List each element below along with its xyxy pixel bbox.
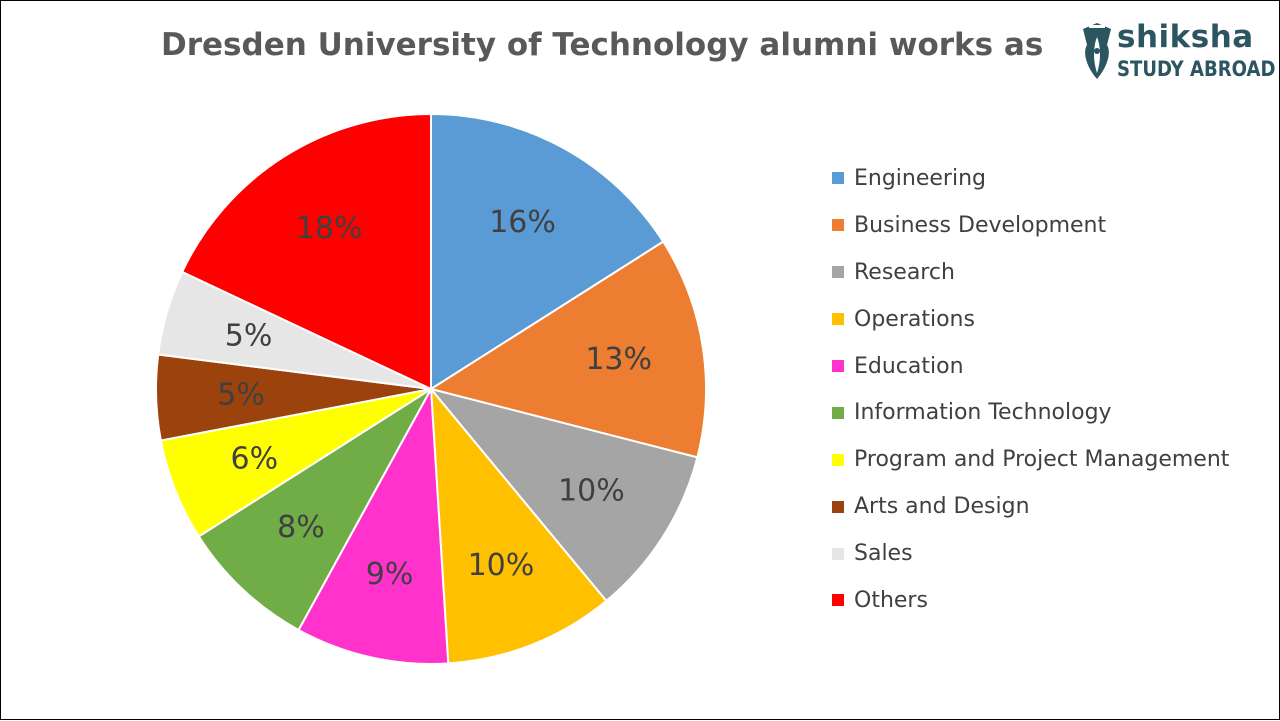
- legend-label: Information Technology: [854, 400, 1112, 426]
- logo-subtitle: STUDY ABROAD: [1117, 57, 1276, 81]
- legend-swatch: [832, 547, 844, 560]
- pie-slice-information-technology: [197, 388, 432, 632]
- pen-nib-icon: [1083, 23, 1111, 79]
- legend-swatch: [832, 219, 844, 232]
- slice-label-engineering: 16%: [489, 205, 556, 240]
- slice-label-others: 18%: [296, 211, 363, 246]
- legend-label: Arts and Design: [854, 494, 1030, 520]
- pie-slice-education: [297, 385, 450, 665]
- legend-swatch: [832, 266, 844, 279]
- legend-label: Program and Project Management: [854, 447, 1230, 473]
- shiksha-logo: shiksha STUDY ABROAD: [1079, 19, 1276, 85]
- slice-label-education: 9%: [366, 557, 414, 592]
- slice-label-arts-and-design: 5%: [217, 377, 265, 412]
- legend-swatch: [832, 313, 844, 326]
- legend-item-business-development: Business Development: [832, 202, 1229, 249]
- legend-item-education: Education: [832, 343, 1229, 390]
- legend-label: Research: [854, 259, 955, 285]
- slice-label-sales: 5%: [225, 318, 273, 353]
- legend-item-engineering: Engineering: [832, 155, 1229, 202]
- legend-swatch: [832, 406, 844, 419]
- legend-label: Engineering: [854, 165, 986, 191]
- legend-swatch: [832, 453, 844, 466]
- pie-slice-others: [180, 112, 432, 391]
- legend-label: Others: [854, 587, 928, 613]
- slice-label-business-development: 13%: [585, 342, 652, 377]
- pie-slice-engineering: [430, 112, 665, 391]
- legend-label: Sales: [854, 541, 913, 567]
- pie-slice-business-development: [428, 240, 707, 459]
- legend-item-research: Research: [832, 249, 1229, 296]
- legend-item-others: Others: [832, 577, 1229, 624]
- legend-swatch: [832, 360, 844, 372]
- legend-label: Education: [854, 353, 964, 379]
- legend-item-information-technology: Information Technology: [832, 389, 1229, 436]
- legend-item-program-and-project-management: Program and Project Management: [832, 436, 1229, 483]
- legend-label: Operations: [854, 306, 975, 332]
- legend-item-operations: Operations: [832, 296, 1229, 343]
- legend-swatch: [832, 172, 844, 185]
- pie-slice-research: [428, 387, 699, 603]
- legend-item-arts-and-design: Arts and Design: [832, 483, 1229, 530]
- legend-swatch: [832, 594, 844, 607]
- legend-item-sales: Sales: [832, 530, 1229, 577]
- slice-label-program-and-project-management: 6%: [231, 441, 279, 476]
- pie-slice-operations: [429, 385, 608, 665]
- chart-title: Dresden University of Technology alumni …: [161, 27, 1044, 63]
- legend-swatch: [832, 500, 844, 513]
- legend-label: Business Development: [854, 212, 1107, 238]
- slice-label-information-technology: 8%: [277, 510, 325, 545]
- slice-label-operations: 10%: [468, 548, 535, 583]
- logo-wordmark: shiksha: [1117, 19, 1254, 55]
- chart-legend: Engineering Business Development Research O…: [832, 155, 1229, 624]
- slice-label-research: 10%: [558, 473, 625, 508]
